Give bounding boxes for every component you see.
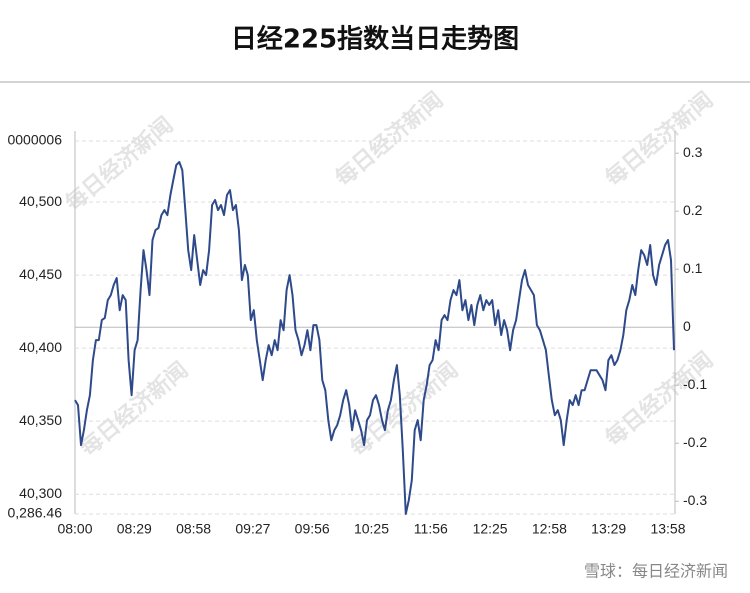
y-tick-label: 40,500 [19, 193, 62, 209]
y2-tick-label: 0.2 [683, 202, 703, 218]
watermark: 每日经济新闻 [345, 357, 463, 462]
y-tick-label: 40,400 [19, 339, 62, 355]
x-tick-label: 09:27 [235, 521, 270, 537]
y2-tick-label: -0.3 [683, 492, 707, 508]
x-tick-label: 12:25 [473, 521, 508, 537]
y-tick-label: 0000006 [7, 132, 62, 148]
y-tick-label: 0,286.46 [8, 505, 63, 521]
x-tick-label: 13:58 [650, 521, 685, 537]
watermark: 每日经济新闻 [330, 87, 448, 192]
y2-tick-label: -0.2 [683, 434, 707, 450]
y2-tick-label: 0 [683, 318, 691, 334]
x-tick-label: 12:58 [532, 521, 567, 537]
x-tick-label: 11:56 [414, 521, 448, 537]
y-tick-label: 40,300 [19, 485, 62, 501]
chart-title: 日经225指数当日走势图 [231, 24, 519, 55]
y2-tick-label: -0.1 [683, 376, 707, 392]
y-tick-label: 40,450 [19, 266, 62, 282]
x-tick-label: 09:56 [295, 521, 330, 537]
x-tick-label: 08:58 [176, 521, 211, 537]
y-tick-label: 40,350 [19, 412, 62, 428]
watermark: 每日经济新闻 [60, 112, 178, 217]
x-tick-label: 08:00 [57, 521, 92, 537]
y2-tick-label: 0.1 [683, 260, 703, 276]
x-tick-label: 13:29 [591, 521, 626, 537]
y2-tick-label: 0.3 [683, 144, 703, 160]
x-tick-label: 10:25 [354, 521, 389, 537]
watermark: 每日经济新闻 [75, 357, 193, 462]
footer: 雪球：每日经济新闻 [584, 562, 728, 581]
line-series [74, 161, 675, 515]
watermark: 每日经济新闻 [600, 87, 718, 192]
x-tick-label: 08:29 [117, 521, 152, 537]
